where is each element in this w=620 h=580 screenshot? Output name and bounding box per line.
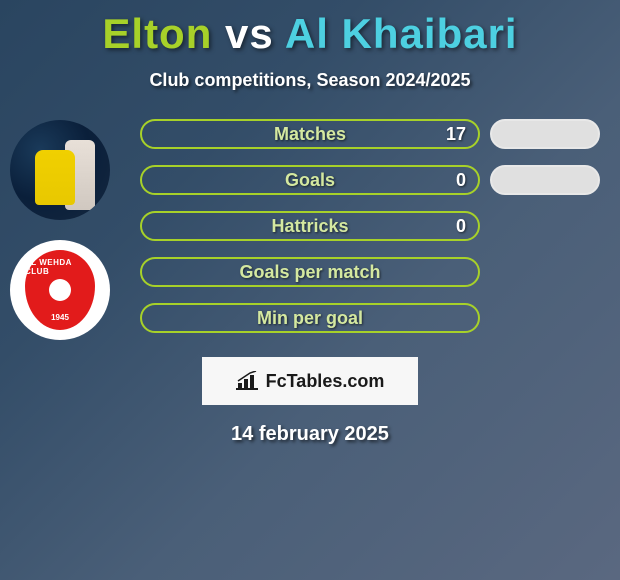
vs-text: vs <box>225 10 274 57</box>
stat-value: 17 <box>446 124 466 145</box>
player1-bar: Min per goal <box>140 303 480 333</box>
stat-row: Goals 0 <box>140 165 600 195</box>
player1-name: Elton <box>102 10 212 57</box>
stat-row: Hattricks 0 <box>140 211 600 241</box>
player2-bar <box>490 165 600 195</box>
player2-club-crest: AL WEHDA CLUB 1945 <box>10 240 110 340</box>
stat-row: Goals per match <box>140 257 600 287</box>
stat-label: Min per goal <box>257 308 363 329</box>
bar-chart-icon <box>236 371 260 391</box>
stat-label: Matches <box>274 124 346 145</box>
player2-name: Al Khaibari <box>285 10 518 57</box>
player2-bar <box>490 119 600 149</box>
player1-bar: Goals per match <box>140 257 480 287</box>
stat-row: Matches 17 <box>140 119 600 149</box>
player1-bar: Matches 17 <box>140 119 480 149</box>
date-text: 14 february 2025 <box>0 423 620 446</box>
stat-value: 0 <box>456 170 466 191</box>
crest-year: 1945 <box>51 313 69 322</box>
player1-bar: Hattricks 0 <box>140 211 480 241</box>
stat-label: Goals per match <box>239 262 380 283</box>
subtitle: Club competitions, Season 2024/2025 <box>0 70 620 91</box>
logo-text: FcTables.com <box>266 371 385 392</box>
stat-row: Min per goal <box>140 303 600 333</box>
player1-bar: Goals 0 <box>140 165 480 195</box>
stat-label: Goals <box>285 170 335 191</box>
stat-label: Hattricks <box>271 216 348 237</box>
page-title: Elton vs Al Khaibari <box>0 0 620 58</box>
stat-value: 0 <box>456 216 466 237</box>
crest-text: AL WEHDA CLUB <box>25 258 95 276</box>
player1-avatar <box>10 120 110 220</box>
fctables-logo: FcTables.com <box>202 357 418 405</box>
